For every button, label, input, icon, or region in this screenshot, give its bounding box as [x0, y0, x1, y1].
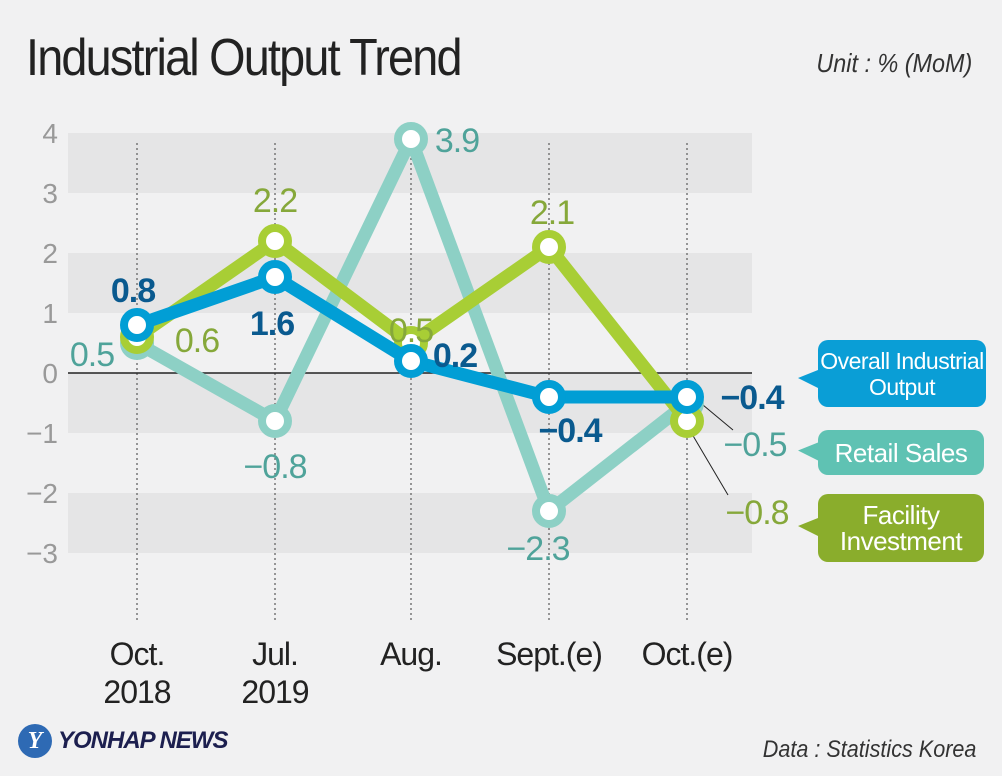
x-tick-label: Jul. 2019 — [241, 636, 308, 710]
callout-tail — [798, 518, 818, 536]
unit-label: Unit : % (MoM) — [815, 48, 972, 78]
data-point — [670, 380, 704, 414]
data-point — [394, 122, 428, 156]
data-label: −0.5 — [723, 426, 786, 464]
source-label: Data : Statistics Korea — [762, 736, 976, 763]
legend-label: Facility Investment — [839, 500, 963, 556]
x-tick-label: Oct. 2018 — [103, 636, 170, 710]
data-point — [258, 404, 292, 438]
grid-band — [68, 493, 752, 553]
data-label: −0.8 — [725, 494, 788, 532]
data-label: 0.5 — [70, 336, 114, 374]
leader-line — [691, 433, 729, 496]
y-tick-label: 3 — [42, 178, 58, 209]
data-label: 0.6 — [175, 322, 219, 360]
data-point — [120, 308, 154, 342]
data-label: −0.4 — [720, 379, 784, 417]
series-overall-industrial-output — [120, 260, 704, 414]
y-tick-label: −3 — [26, 538, 58, 569]
x-tick-label: Oct.(e) — [642, 636, 733, 672]
logo-mark-icon: Y — [18, 724, 52, 758]
data-label: 0.2 — [433, 337, 477, 375]
data-label: 3.9 — [435, 122, 479, 160]
data-label: −2.3 — [506, 530, 569, 568]
data-label: 1.6 — [250, 305, 294, 343]
y-tick-label: −1 — [26, 418, 58, 449]
data-point — [394, 344, 428, 378]
page-title: Industrial Output Trend — [26, 29, 462, 87]
leader-line — [702, 404, 734, 431]
data-point — [258, 260, 292, 294]
y-tick-label: 2 — [42, 238, 58, 269]
x-tick-label: Sept.(e) — [496, 636, 602, 672]
data-label: 2.1 — [530, 194, 574, 232]
yonhap-logo: Y YONHAP NEWS — [18, 724, 228, 758]
x-tick-label: Aug. — [380, 636, 442, 672]
data-label: −0.4 — [538, 412, 602, 450]
legend-callout-overall-industrial-output: Overall Industrial Output — [818, 340, 986, 407]
data-point — [532, 494, 566, 528]
grid-band — [68, 253, 752, 313]
y-tick-label: 4 — [42, 118, 58, 149]
logo-text: YONHAP NEWS — [58, 727, 228, 754]
data-point — [258, 224, 292, 258]
data-point — [532, 230, 566, 264]
data-label: 2.2 — [253, 182, 297, 220]
data-label: 0.5 — [389, 312, 433, 350]
legend-label: Overall Industrial Output — [820, 347, 984, 400]
legend-callout-retail-sales: Retail Sales — [818, 430, 984, 475]
callout-tail — [798, 370, 818, 388]
data-label: −0.8 — [243, 448, 306, 486]
y-tick-label: 0 — [42, 358, 58, 389]
y-tick-label: 1 — [42, 298, 58, 329]
data-label: 0.8 — [111, 272, 155, 310]
callout-tail — [798, 442, 818, 461]
data-point — [532, 380, 566, 414]
legend-label: Retail Sales — [834, 437, 968, 468]
y-tick-label: −2 — [26, 478, 58, 509]
legend-callout-facility-investment: Facility Investment — [818, 494, 984, 562]
